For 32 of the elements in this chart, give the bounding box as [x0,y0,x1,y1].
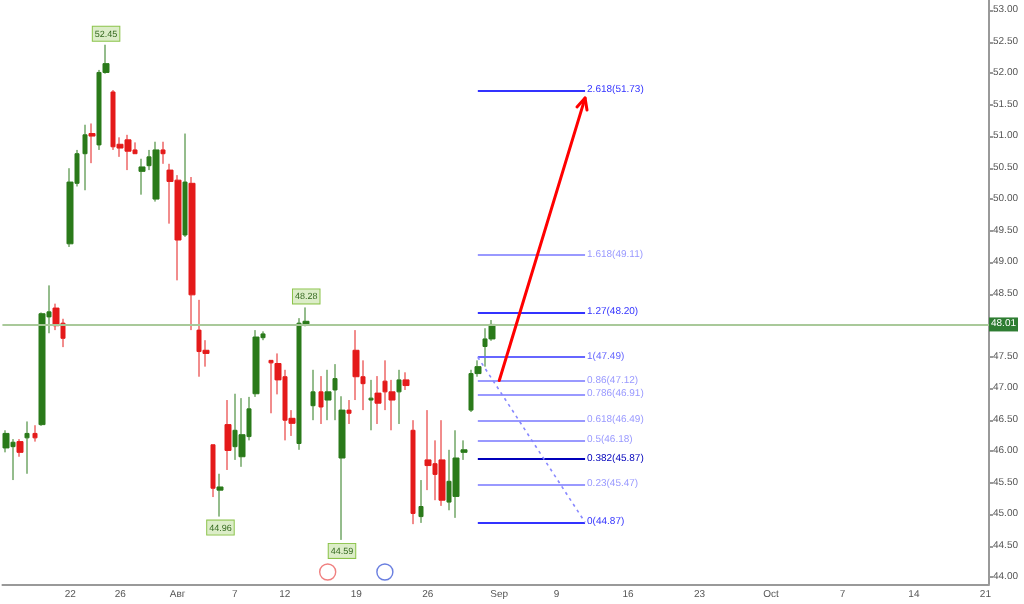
candlestick [346,399,352,425]
candlestick [224,399,232,471]
candlestick [310,369,316,421]
candlestick [410,419,416,525]
candlestick [110,89,116,151]
candlestick [318,375,324,425]
candlestick [88,122,96,164]
candlestick [238,397,246,468]
candlestick [438,419,446,507]
candlestick [32,424,38,443]
candlestick [152,141,160,203]
candlestick [324,369,332,421]
candlestick [210,444,216,498]
candlestick [216,473,224,518]
candlestick [368,379,374,431]
candlestick [402,371,410,391]
candlestick [82,124,88,191]
candlestick [10,438,16,481]
candlestick [138,158,146,196]
candlestick [188,176,196,331]
candlestick [252,329,260,398]
candlestick [124,134,132,171]
candlestick [452,429,460,519]
candlestick [160,141,166,165]
candlestick [182,133,188,238]
candlestick [232,393,238,461]
candlestick [24,420,30,475]
candlestick [418,479,424,524]
candlestick [396,369,402,425]
candlestick [196,299,202,378]
candlestick [268,359,274,414]
candlestick [16,438,24,458]
